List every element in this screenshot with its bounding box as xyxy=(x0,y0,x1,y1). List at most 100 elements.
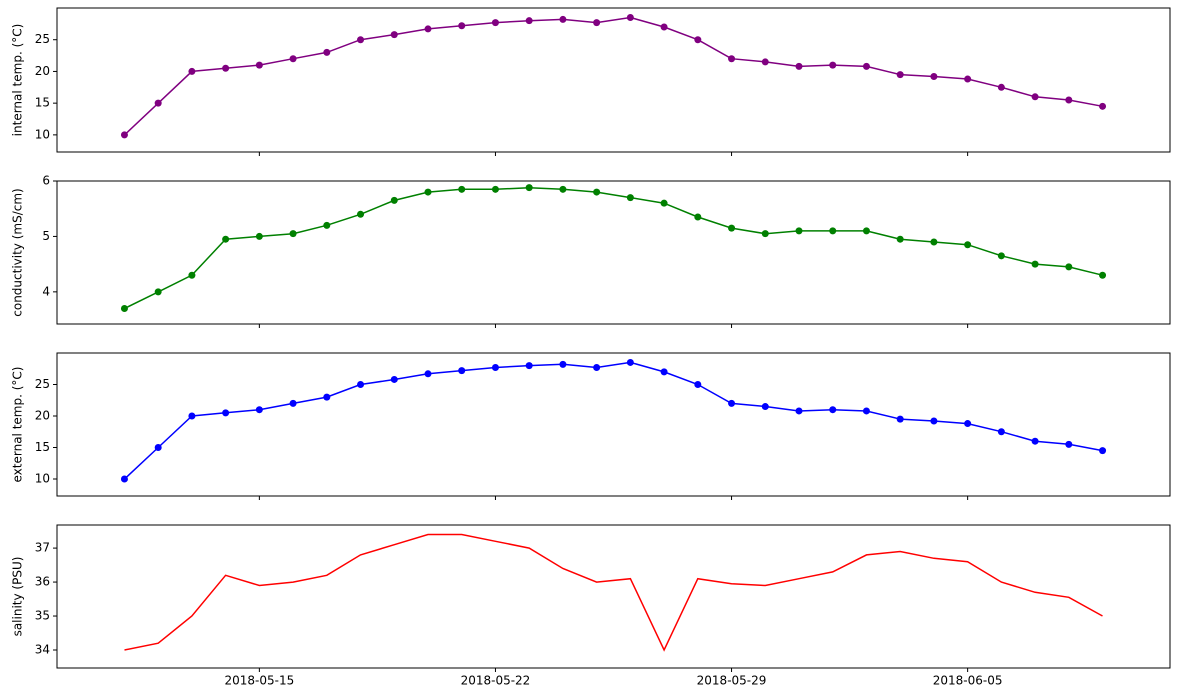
data-point xyxy=(120,304,128,312)
data-point xyxy=(694,213,702,221)
data-point xyxy=(930,73,938,81)
data-point xyxy=(930,238,938,246)
data-point xyxy=(1065,263,1073,271)
data-point xyxy=(964,241,972,249)
data-point xyxy=(222,409,230,417)
data-point xyxy=(694,36,702,44)
y-tick-label: 5 xyxy=(42,229,50,243)
data-point xyxy=(997,428,1005,436)
data-point xyxy=(1065,440,1073,448)
y-axis-label: internal temp. (°C) xyxy=(11,24,25,137)
data-point xyxy=(491,363,499,371)
data-point xyxy=(154,99,162,107)
data-point xyxy=(896,235,904,243)
y-tick-label: 10 xyxy=(35,471,50,485)
data-point xyxy=(222,235,230,243)
data-point xyxy=(323,393,331,401)
data-point xyxy=(829,406,837,414)
data-point xyxy=(390,31,398,39)
y-tick-label: 35 xyxy=(35,609,50,623)
axes-frame xyxy=(56,352,1171,497)
data-point xyxy=(728,224,736,232)
x-tick-label: 2018-06-05 xyxy=(933,674,1003,688)
data-point xyxy=(255,61,263,69)
y-tick-label: 4 xyxy=(42,284,50,298)
data-point xyxy=(458,185,466,193)
data-point xyxy=(829,61,837,69)
y-tick-label: 34 xyxy=(35,642,50,656)
data-point xyxy=(1065,96,1073,104)
data-point xyxy=(458,22,466,30)
data-point xyxy=(357,210,365,218)
y-axis-label: salinity (PSU) xyxy=(11,557,25,637)
data-point xyxy=(1031,437,1039,445)
y-tick-label: 20 xyxy=(35,408,50,422)
data-point xyxy=(1031,93,1039,101)
x-tick-label: 2018-05-15 xyxy=(224,674,294,688)
data-point xyxy=(795,407,803,415)
data-point xyxy=(289,399,297,407)
data-point xyxy=(424,188,432,196)
axes-frame xyxy=(56,7,1171,153)
x-tick-label: 2018-05-22 xyxy=(461,674,531,688)
data-point xyxy=(424,370,432,378)
data-point xyxy=(154,288,162,296)
data-point xyxy=(120,131,128,139)
data-point xyxy=(660,199,668,207)
data-line xyxy=(123,16,1103,136)
data-point xyxy=(559,360,567,368)
data-point xyxy=(694,380,702,388)
data-point xyxy=(1031,260,1039,268)
data-point xyxy=(491,185,499,193)
data-point xyxy=(1099,102,1107,110)
data-point xyxy=(728,399,736,407)
data-line xyxy=(124,533,1103,652)
axes-frame xyxy=(56,180,1171,325)
data-point xyxy=(795,227,803,235)
data-point xyxy=(255,232,263,240)
data-point xyxy=(289,55,297,63)
data-point xyxy=(357,380,365,388)
data-point xyxy=(761,230,769,238)
data-point xyxy=(795,62,803,70)
data-point xyxy=(626,14,634,22)
data-point xyxy=(120,475,128,483)
data-point xyxy=(1099,447,1107,455)
data-point xyxy=(761,403,769,411)
data-point xyxy=(525,362,533,370)
data-point xyxy=(660,23,668,31)
data-point xyxy=(188,412,196,420)
data-point xyxy=(458,367,466,375)
data-point xyxy=(525,184,533,192)
data-point xyxy=(997,252,1005,260)
data-point xyxy=(188,67,196,75)
data-point xyxy=(593,19,601,27)
data-line xyxy=(123,361,1103,480)
data-point xyxy=(1099,271,1107,279)
y-tick-label: 37 xyxy=(35,541,50,555)
data-point xyxy=(862,62,870,70)
data-point xyxy=(491,19,499,27)
data-point xyxy=(896,71,904,79)
y-tick-label: 25 xyxy=(35,32,50,46)
y-tick-label: 25 xyxy=(35,377,50,391)
data-point xyxy=(593,188,601,196)
y-tick-label: 6 xyxy=(42,174,50,188)
data-point xyxy=(424,25,432,33)
y-axis-label: external temp. (°C) xyxy=(11,367,25,483)
y-tick-label: 36 xyxy=(35,575,50,589)
data-point xyxy=(829,227,837,235)
data-point xyxy=(188,271,196,279)
data-point xyxy=(525,17,533,25)
data-line xyxy=(124,186,1103,310)
data-point xyxy=(626,194,634,202)
data-point xyxy=(222,64,230,72)
data-point xyxy=(660,368,668,376)
data-point xyxy=(559,15,567,23)
data-point xyxy=(728,55,736,63)
data-point xyxy=(964,420,972,428)
data-point xyxy=(390,196,398,204)
y-tick-label: 10 xyxy=(35,127,50,141)
data-point xyxy=(997,83,1005,91)
